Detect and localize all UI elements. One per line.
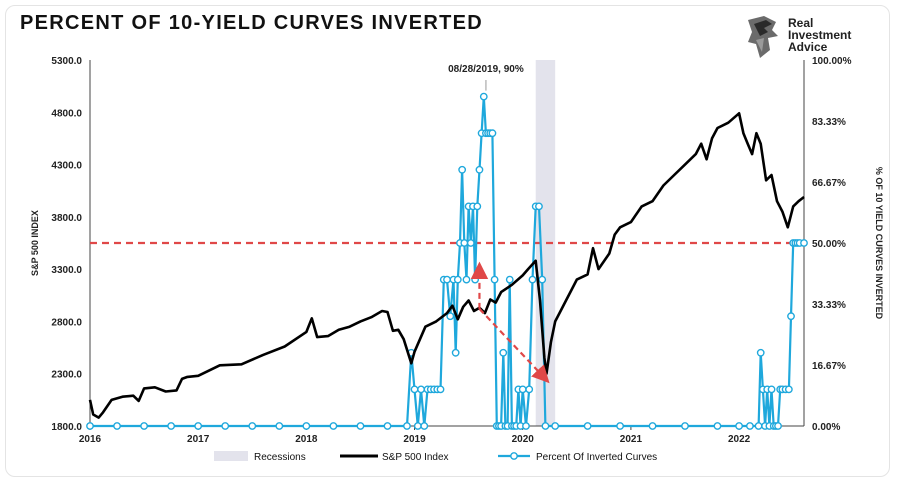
inverted-curves-point	[113, 422, 121, 430]
inverted-curves-point	[713, 422, 722, 430]
x-tick-label: 2019	[403, 434, 426, 445]
inverted-curves-point	[648, 422, 657, 430]
inverted-curves-point	[329, 422, 338, 430]
y2-tick-label: 33.33%	[812, 300, 846, 311]
inverted-curves-point	[221, 422, 230, 430]
inverted-curves-point	[681, 422, 689, 430]
inverted-curves-point	[383, 422, 392, 430]
legend-label: S&P 500 Index	[382, 452, 449, 463]
inverted-curves-point	[488, 129, 497, 138]
inverted-curves-point	[518, 385, 527, 394]
inverted-curves-point	[410, 385, 419, 394]
inverted-curves-point	[528, 275, 537, 284]
y-tick-label: 4800.0	[51, 108, 82, 119]
logo-text-line: Advice	[788, 40, 828, 54]
inverted-curves-point	[194, 422, 203, 430]
x-tick-label: 2018	[295, 434, 318, 445]
y-tick-label: 4300.0	[51, 161, 82, 172]
inverted-curves-point	[522, 422, 530, 430]
chart-title: PERCENT OF 10-YIELD CURVES INVERTED	[20, 12, 483, 34]
inverted-curves-point	[436, 385, 445, 394]
inverted-curves-point	[473, 202, 482, 211]
inverted-curves-point	[490, 275, 499, 284]
y2-tick-label: 0.00%	[812, 422, 840, 433]
inverted-curves-point	[356, 422, 365, 430]
inverted-curves-point	[735, 422, 743, 430]
brand-logo: Real Investment Advice	[742, 14, 872, 62]
inverted-curves-point	[505, 275, 514, 284]
logo-text: Real Investment Advice	[788, 17, 851, 53]
x-tick-label: 2022	[728, 434, 751, 445]
inverted-curves-point	[551, 422, 560, 430]
inverted-curves-point	[462, 275, 471, 284]
inverted-curves-point	[413, 422, 422, 430]
inverted-curves-point	[538, 275, 547, 284]
inverted-curves-point	[756, 348, 765, 357]
inverted-curves-point	[475, 165, 484, 174]
x-tick-label: 2020	[512, 434, 535, 445]
annotation-label: 08/28/2019, 90%	[448, 64, 524, 75]
inverted-curves-point	[754, 422, 763, 430]
y2-tick-label: 50.00%	[812, 239, 846, 250]
inverted-curves-point	[767, 385, 776, 394]
y-tick-label: 3300.0	[51, 265, 82, 276]
y-tick-label: 5300.0	[51, 56, 82, 67]
inverted-curves-point	[466, 239, 475, 247]
inverted-curves-point	[86, 422, 94, 430]
y-axis-title: S&P 500 INDEX	[30, 210, 40, 276]
inverted-curves-point	[541, 422, 550, 430]
inverted-curves-point	[167, 422, 176, 430]
y-tick-label: 2300.0	[51, 370, 82, 381]
inverted-curves-point	[479, 92, 488, 101]
inverted-curves-point	[446, 312, 455, 321]
logo-text-line: Investment	[788, 28, 852, 42]
y-tick-label: 1800.0	[51, 422, 82, 433]
y-tick-label: 2800.0	[51, 317, 82, 328]
inverted-curves-point	[774, 422, 782, 430]
inverted-curves-point	[451, 348, 460, 357]
y-tick-label: 3800.0	[51, 213, 82, 224]
inverted-curves-point	[403, 422, 411, 430]
legend-label: Percent Of Inverted Curves	[536, 452, 657, 463]
inverted-curves-point	[140, 422, 148, 430]
y2-tick-label: 100.00%	[812, 56, 852, 67]
inverted-curves-point	[583, 422, 592, 430]
inverted-curves-point	[302, 422, 311, 430]
inverted-curves-point	[460, 239, 469, 247]
recession-band	[535, 60, 556, 426]
inverted-curves-point	[248, 422, 257, 430]
y2-axis-title: % OF 10 YIELD CURVES INVERTED	[874, 167, 884, 320]
inverted-curves-point	[787, 312, 795, 321]
legend-swatch-recessions	[214, 451, 248, 461]
inverted-curves-point	[616, 422, 624, 430]
annotation-arrow	[478, 308, 550, 384]
inverted-curves-point	[525, 385, 534, 394]
sp500-line	[88, 112, 805, 419]
inverted-curves-point	[800, 239, 808, 247]
inverted-curves-point	[443, 275, 451, 284]
inverted-curves-point	[417, 385, 425, 394]
inverted-curves-point	[458, 165, 467, 174]
logo-text-line: Real	[788, 16, 814, 30]
inverted-curves-point	[275, 422, 284, 430]
x-tick-label: 2017	[187, 434, 210, 445]
eagle-logo-icon	[748, 16, 778, 58]
inverted-curves-point	[746, 422, 754, 430]
x-tick-label: 2021	[620, 434, 643, 445]
legend-marker-inverted	[510, 452, 518, 460]
legend-label: Recessions	[254, 452, 306, 463]
y2-tick-label: 66.67%	[812, 178, 846, 189]
y2-tick-label: 83.33%	[812, 117, 846, 128]
inverted-curves-point	[471, 275, 480, 284]
y2-tick-label: 16.67%	[812, 361, 846, 372]
x-tick-label: 2016	[79, 434, 102, 445]
inverted-curves-point	[420, 422, 429, 430]
inverted-curves-point	[535, 202, 543, 211]
inverted-curves-point	[499, 348, 508, 357]
chart-card: PERCENT OF 10-YIELD CURVES INVERTED Real…	[5, 5, 890, 477]
inverted-curves-point	[784, 385, 793, 394]
inverted-curves-point	[453, 275, 462, 284]
